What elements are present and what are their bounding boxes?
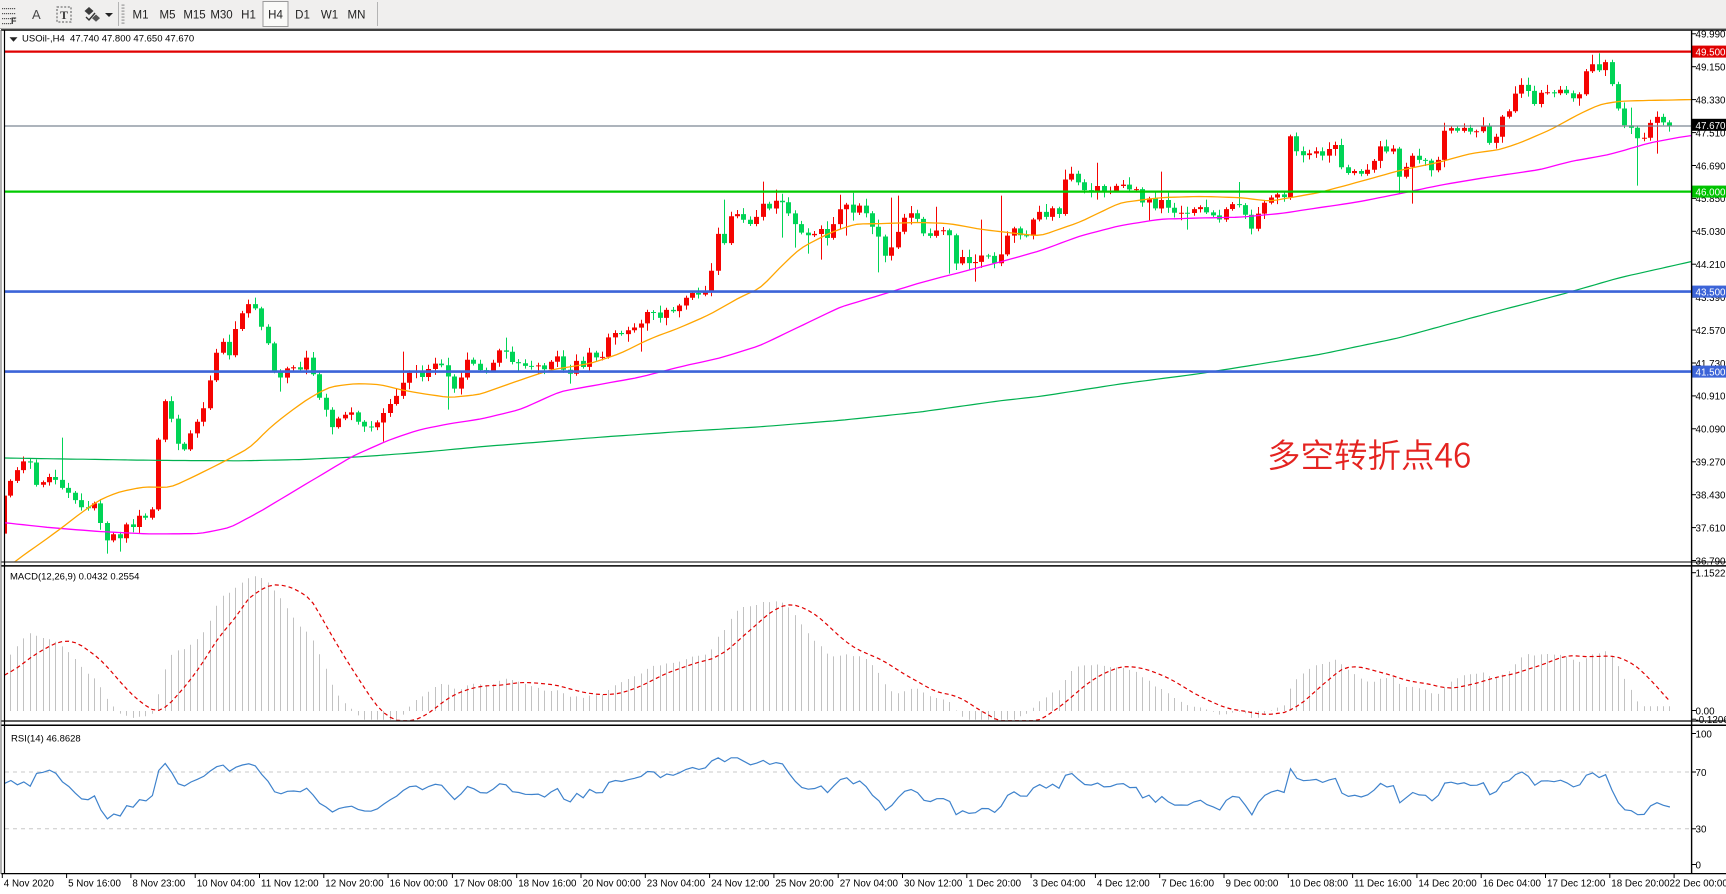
svg-text:4 Nov 2020: 4 Nov 2020 bbox=[4, 879, 55, 890]
svg-text:11 Nov 12:00: 11 Nov 12:00 bbox=[261, 879, 319, 890]
svg-text:30 Nov 12:00: 30 Nov 12:00 bbox=[904, 879, 963, 890]
svg-text:100: 100 bbox=[1696, 729, 1713, 740]
svg-text:45.850: 45.850 bbox=[1696, 194, 1726, 205]
svg-text:41.500: 41.500 bbox=[1696, 368, 1726, 379]
svg-text:11 Dec 16:00: 11 Dec 16:00 bbox=[1354, 879, 1412, 890]
svg-text:40.090: 40.090 bbox=[1696, 425, 1726, 436]
svg-text:30: 30 bbox=[1696, 825, 1707, 836]
svg-text:9 Dec 00:00: 9 Dec 00:00 bbox=[1226, 879, 1279, 890]
svg-text:18 Dec 20:00: 18 Dec 20:00 bbox=[1611, 879, 1670, 890]
svg-text:H1: H1 bbox=[241, 10, 256, 22]
svg-text:18 Nov 16:00: 18 Nov 16:00 bbox=[518, 879, 577, 890]
svg-text:RSI(14) 46.8628: RSI(14) 46.8628 bbox=[11, 734, 81, 745]
svg-text:17 Nov 08:00: 17 Nov 08:00 bbox=[454, 879, 513, 890]
svg-text:8 Nov 23:00: 8 Nov 23:00 bbox=[132, 879, 185, 890]
svg-text:24 Nov 12:00: 24 Nov 12:00 bbox=[711, 879, 770, 890]
svg-text:4 Dec 12:00: 4 Dec 12:00 bbox=[1097, 879, 1150, 890]
svg-text:49.500: 49.500 bbox=[1696, 48, 1726, 59]
svg-text:17 Dec 12:00: 17 Dec 12:00 bbox=[1547, 879, 1606, 890]
svg-text:H4: H4 bbox=[268, 10, 283, 22]
svg-text:10 Dec 08:00: 10 Dec 08:00 bbox=[1290, 879, 1349, 890]
svg-text:16 Dec 04:00: 16 Dec 04:00 bbox=[1483, 879, 1542, 890]
svg-text:27 Nov 04:00: 27 Nov 04:00 bbox=[840, 879, 899, 890]
svg-text:20 Nov 00:00: 20 Nov 00:00 bbox=[583, 879, 642, 890]
svg-text:43.390: 43.390 bbox=[1696, 293, 1726, 304]
svg-text:14 Dec 20:00: 14 Dec 20:00 bbox=[1418, 879, 1477, 890]
svg-text:49.150: 49.150 bbox=[1696, 63, 1726, 74]
svg-text:22 Dec 00:00: 22 Dec 00:00 bbox=[1670, 879, 1726, 890]
svg-text:M1: M1 bbox=[133, 10, 149, 22]
svg-text:49.990: 49.990 bbox=[1696, 30, 1726, 41]
svg-text:MN: MN bbox=[348, 10, 366, 22]
svg-text:12 Nov 20:00: 12 Nov 20:00 bbox=[325, 879, 384, 890]
svg-text:47.510: 47.510 bbox=[1696, 128, 1726, 139]
svg-text:D1: D1 bbox=[295, 10, 310, 22]
svg-text:46.690: 46.690 bbox=[1696, 161, 1726, 172]
svg-text:M15: M15 bbox=[183, 10, 205, 22]
svg-text:F: F bbox=[11, 16, 17, 26]
svg-text:23 Nov 04:00: 23 Nov 04:00 bbox=[647, 879, 706, 890]
svg-text:46.000: 46.000 bbox=[1696, 188, 1726, 199]
svg-text:A: A bbox=[32, 7, 41, 22]
svg-text:47.670: 47.670 bbox=[1696, 121, 1726, 132]
svg-text:42.570: 42.570 bbox=[1696, 326, 1726, 337]
svg-text:25 Nov 20:00: 25 Nov 20:00 bbox=[775, 879, 834, 890]
svg-text:3 Dec 04:00: 3 Dec 04:00 bbox=[1033, 879, 1086, 890]
svg-text:38.430: 38.430 bbox=[1696, 491, 1726, 502]
svg-text:MACD(12,26,9) 0.0432 0.2554: MACD(12,26,9) 0.0432 0.2554 bbox=[10, 572, 139, 583]
svg-text:44.210: 44.210 bbox=[1696, 260, 1726, 271]
svg-text:10 Nov 04:00: 10 Nov 04:00 bbox=[197, 879, 256, 890]
svg-text:5 Nov 16:00: 5 Nov 16:00 bbox=[68, 879, 121, 890]
svg-text:43.500: 43.500 bbox=[1696, 288, 1726, 299]
svg-text:37.610: 37.610 bbox=[1696, 523, 1726, 534]
svg-text:40.910: 40.910 bbox=[1696, 392, 1726, 403]
svg-text:16 Nov 00:00: 16 Nov 00:00 bbox=[390, 879, 449, 890]
svg-text:M5: M5 bbox=[160, 10, 176, 22]
svg-text:0: 0 bbox=[1696, 860, 1702, 871]
svg-text:1.1522: 1.1522 bbox=[1696, 569, 1726, 580]
svg-text:7 Dec 16:00: 7 Dec 16:00 bbox=[1161, 879, 1214, 890]
svg-text:48.330: 48.330 bbox=[1696, 95, 1726, 106]
svg-text:USOil-,H4 47.740 47.800 47.65: USOil-,H4 47.740 47.800 47.650 47.670 bbox=[22, 34, 194, 45]
svg-text:M30: M30 bbox=[210, 10, 232, 22]
svg-text:0.00: 0.00 bbox=[1696, 706, 1716, 717]
svg-text:41.730: 41.730 bbox=[1696, 359, 1726, 370]
svg-text:T: T bbox=[60, 8, 68, 22]
svg-text:45.030: 45.030 bbox=[1696, 227, 1726, 238]
svg-text:1 Dec 20:00: 1 Dec 20:00 bbox=[968, 879, 1021, 890]
svg-text:W1: W1 bbox=[321, 10, 338, 22]
svg-text:39.270: 39.270 bbox=[1696, 458, 1726, 469]
svg-text:70: 70 bbox=[1696, 768, 1707, 779]
